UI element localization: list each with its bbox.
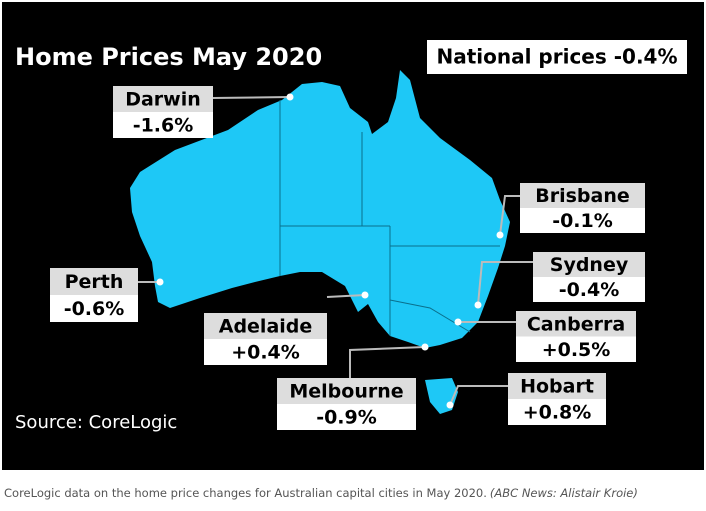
name-box bbox=[50, 268, 138, 295]
city-change: -1.6% bbox=[133, 115, 194, 137]
name-box bbox=[520, 183, 645, 208]
change-box bbox=[516, 336, 636, 362]
change-box bbox=[277, 404, 416, 430]
city-change: -0.9% bbox=[316, 407, 377, 429]
name-box bbox=[533, 252, 645, 277]
title: Home Prices May 2020 bbox=[15, 43, 322, 71]
city-change: -0.1% bbox=[552, 210, 613, 232]
name-box bbox=[516, 311, 636, 337]
national-box bbox=[427, 40, 687, 74]
city-change: -0.6% bbox=[64, 298, 125, 320]
city-name: Sydney bbox=[550, 254, 629, 276]
connector bbox=[477, 261, 533, 306]
city-name: Darwin bbox=[125, 89, 201, 111]
map-graphic: Home Prices May 2020 National prices -0.… bbox=[2, 2, 704, 470]
connector bbox=[499, 195, 520, 236]
change-box bbox=[508, 399, 606, 425]
city-dot bbox=[421, 343, 429, 351]
city-change: +0.4% bbox=[231, 342, 300, 364]
name-box bbox=[204, 313, 327, 339]
city-name: Melbourne bbox=[289, 381, 403, 403]
name-box bbox=[113, 86, 213, 112]
caption-text: CoreLogic data on the home price changes… bbox=[4, 486, 487, 500]
australia-mainland bbox=[130, 70, 510, 348]
city-name: Adelaide bbox=[219, 316, 313, 338]
city-name: Perth bbox=[65, 271, 124, 293]
caption-credit: (ABC News: Alistair Kroie) bbox=[489, 486, 638, 500]
city-dot bbox=[474, 301, 482, 309]
name-box bbox=[508, 373, 606, 399]
source: Source: CoreLogic bbox=[15, 412, 177, 433]
connector bbox=[212, 96, 291, 99]
city-name: Hobart bbox=[520, 376, 594, 398]
connector bbox=[326, 294, 366, 298]
city-dot bbox=[454, 318, 462, 326]
change-box bbox=[204, 339, 327, 365]
city-dot bbox=[361, 291, 369, 299]
city-dot bbox=[286, 93, 294, 101]
change-box bbox=[520, 208, 645, 233]
change-box bbox=[50, 295, 138, 322]
city-name: Canberra bbox=[527, 313, 625, 335]
city-change: +0.5% bbox=[542, 339, 611, 361]
national-label: National prices -0.4% bbox=[436, 45, 677, 69]
city-name: Brisbane bbox=[535, 185, 630, 207]
city-dot bbox=[496, 231, 504, 239]
change-box bbox=[533, 277, 645, 302]
city-change: -0.4% bbox=[559, 279, 620, 301]
city-change: +0.8% bbox=[523, 402, 592, 424]
name-box bbox=[277, 378, 416, 404]
city-dot bbox=[446, 401, 454, 409]
change-box bbox=[113, 112, 213, 138]
connector bbox=[349, 346, 426, 378]
city-dot bbox=[156, 278, 164, 286]
caption: CoreLogic data on the home price changes… bbox=[4, 486, 638, 500]
connector bbox=[449, 385, 508, 406]
